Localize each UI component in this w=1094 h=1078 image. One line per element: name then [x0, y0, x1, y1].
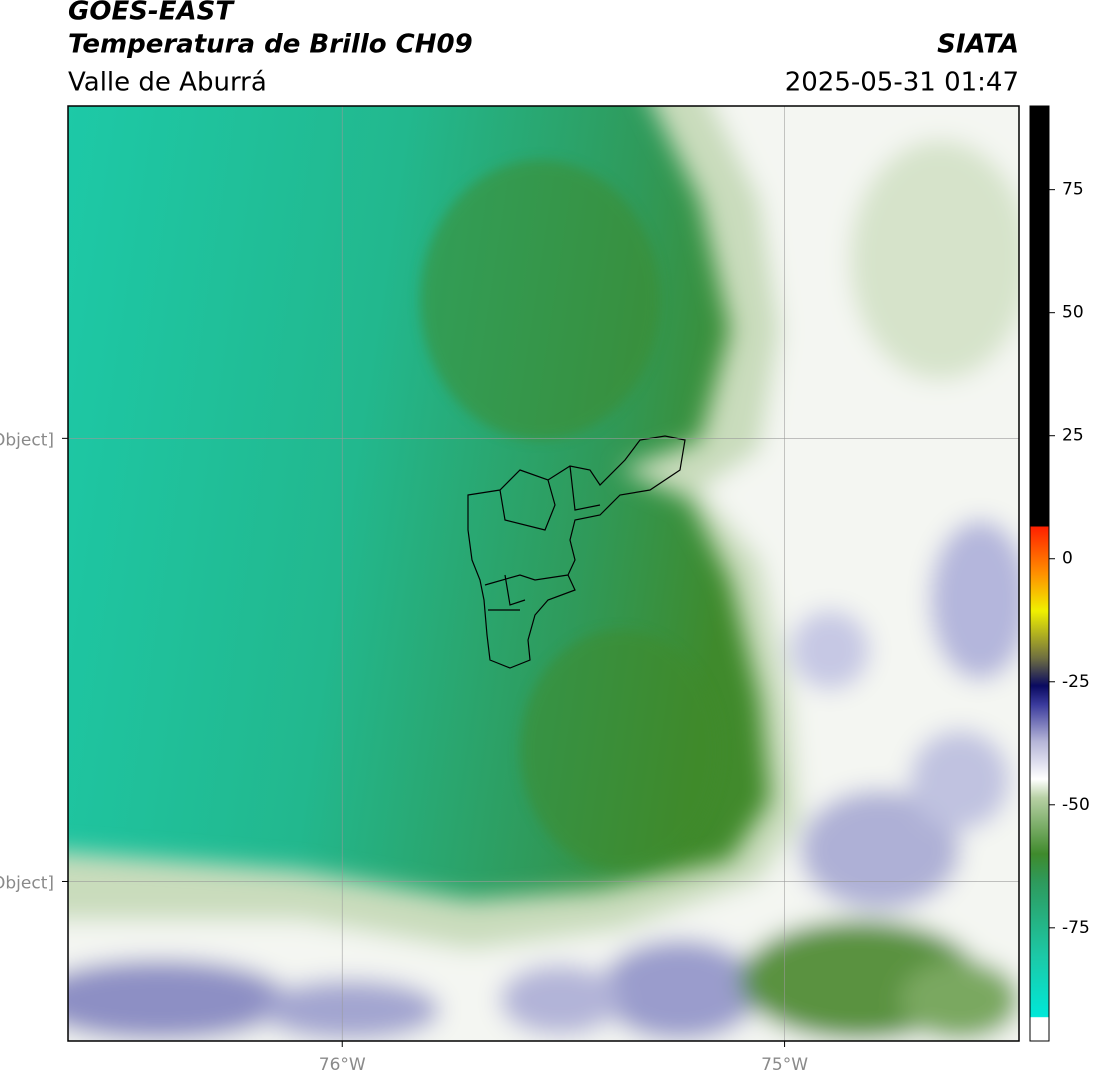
- colorbar-tick-label: 50: [1062, 303, 1084, 323]
- region: Valle de Aburrá: [68, 68, 267, 98]
- colorbar-tick-label: 0: [1062, 549, 1073, 569]
- colorbar-tick-label: -50: [1062, 795, 1090, 815]
- subtitle: Temperatura de Brillo CH09: [68, 30, 473, 60]
- lat-tick-label: [object Object]: [0, 873, 54, 893]
- lon-tick-label: 75°W: [761, 1055, 808, 1075]
- header: GOES-EAST Temperatura de Brillo CH09 Val…: [68, 0, 1019, 98]
- source: SIATA: [937, 30, 1019, 60]
- title: GOES-EAST: [68, 0, 235, 27]
- grid: [68, 106, 1019, 1041]
- colorbar-tick-label: 75: [1062, 180, 1084, 200]
- lat-tick-label: [object Object]: [0, 430, 54, 450]
- lon-tick-label: 76°W: [319, 1055, 366, 1075]
- colorbar: [1029, 105, 1050, 1042]
- colorbar-tick-label: -75: [1062, 918, 1090, 938]
- satellite-image: [68, 106, 1019, 1041]
- colorbar-tick-label: -25: [1062, 672, 1090, 692]
- datetime: 2025-05-31 01:47: [785, 68, 1019, 98]
- colorbar-tick-label: 25: [1062, 426, 1084, 446]
- municipality-outlines: [467, 435, 686, 669]
- map-frame: [67, 105, 1020, 1042]
